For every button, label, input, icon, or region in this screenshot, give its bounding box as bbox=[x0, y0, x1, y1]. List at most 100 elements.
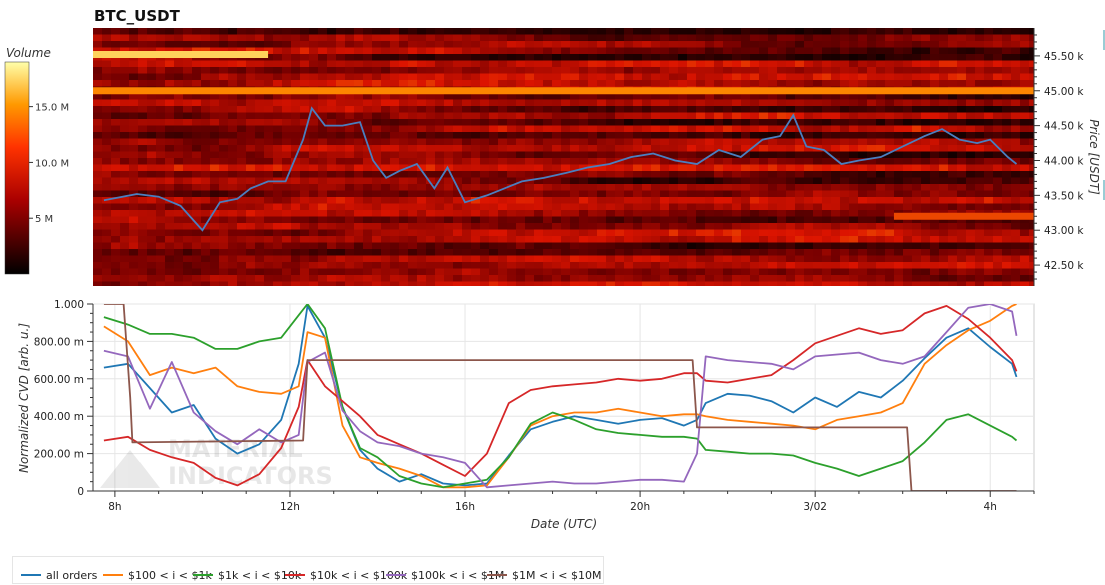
heatmap-cell bbox=[723, 197, 733, 204]
heatmap-cell bbox=[570, 73, 580, 81]
heatmap-cell bbox=[354, 184, 364, 191]
heatmap-cell bbox=[489, 223, 499, 230]
legend-item-r1m_10m[interactable]: $1M < i < $10M bbox=[487, 567, 601, 583]
heatmap-cell bbox=[192, 47, 202, 55]
heatmap-cell bbox=[723, 190, 733, 198]
heatmap-cell bbox=[1029, 132, 1034, 139]
heatmap-cell bbox=[489, 138, 499, 146]
heatmap-cell bbox=[435, 242, 445, 250]
heatmap-cell bbox=[264, 34, 274, 42]
heatmap-cell bbox=[138, 210, 148, 217]
heatmap-cell bbox=[453, 145, 463, 152]
heatmap-cell bbox=[129, 80, 139, 87]
heatmap-cell bbox=[534, 236, 544, 243]
heatmap-cell bbox=[354, 275, 364, 282]
heatmap-cell bbox=[705, 54, 715, 61]
heatmap-cell bbox=[282, 229, 292, 237]
heatmap-cell bbox=[336, 106, 346, 113]
heatmap-cell bbox=[534, 210, 544, 217]
heatmap-cell bbox=[165, 125, 175, 133]
heatmap-cell bbox=[777, 47, 787, 55]
heatmap-cell bbox=[588, 262, 598, 269]
heatmap-cell bbox=[552, 67, 562, 74]
heatmap-cell bbox=[516, 255, 526, 263]
heatmap-cell bbox=[1029, 80, 1034, 87]
heatmap-cell bbox=[102, 60, 112, 68]
heatmap-cell bbox=[273, 138, 283, 146]
legend: all orders $100 < i < $1k $1k < i < $10k $1… bbox=[12, 556, 604, 584]
heatmap-cell bbox=[975, 119, 985, 126]
heatmap-cell bbox=[318, 242, 328, 250]
heatmap-cell bbox=[561, 119, 571, 126]
heatmap-cell bbox=[651, 41, 661, 48]
heatmap-cell bbox=[246, 125, 256, 133]
legend-item-r1k_10k[interactable]: $1k < i < $10k bbox=[193, 567, 301, 583]
heatmap-cell bbox=[867, 275, 877, 282]
legend-item-all_orders[interactable]: all orders bbox=[21, 567, 97, 583]
heatmap-band bbox=[93, 87, 1034, 95]
heatmap-cell bbox=[579, 47, 589, 55]
heatmap-cell bbox=[525, 216, 535, 224]
heatmap-cell bbox=[525, 249, 535, 256]
heatmap-cell bbox=[255, 164, 265, 172]
heatmap-cell bbox=[201, 106, 211, 113]
heatmap-cell bbox=[561, 41, 571, 48]
heatmap-cell bbox=[390, 28, 400, 35]
heatmap-cell bbox=[282, 216, 292, 224]
heatmap-cell bbox=[615, 281, 625, 286]
heatmap-cell bbox=[435, 125, 445, 133]
heatmap-cell bbox=[543, 242, 553, 250]
legend-item-r10k_100k[interactable]: $10k < i < $100k bbox=[285, 567, 407, 583]
heatmap-cell bbox=[102, 236, 112, 243]
heatmap-cell bbox=[363, 93, 373, 100]
heatmap-cell bbox=[489, 171, 499, 178]
heatmap-cell bbox=[678, 112, 688, 120]
heatmap-cell bbox=[642, 210, 652, 217]
heatmap-cell bbox=[129, 249, 139, 256]
heatmap-cell bbox=[813, 125, 823, 133]
heatmap-cell bbox=[660, 197, 670, 204]
heatmap-cell bbox=[885, 210, 895, 217]
heatmap-cell bbox=[921, 80, 931, 87]
heatmap-cell bbox=[291, 41, 301, 48]
heatmap-cell bbox=[822, 223, 832, 230]
heatmap-cell bbox=[903, 158, 913, 165]
heatmap-cell bbox=[552, 197, 562, 204]
heatmap-cell bbox=[273, 73, 283, 81]
heatmap-cell bbox=[435, 275, 445, 282]
heatmap-cell bbox=[795, 164, 805, 172]
heatmap-cell bbox=[354, 93, 364, 100]
heatmap-cell bbox=[210, 151, 220, 159]
heatmap-cell bbox=[237, 151, 247, 159]
heatmap-cell bbox=[1011, 112, 1021, 120]
heatmap-cell bbox=[804, 73, 814, 81]
heatmap-cell bbox=[813, 138, 823, 146]
heatmap-cell bbox=[399, 171, 409, 178]
heatmap-cell bbox=[534, 93, 544, 100]
heatmap-cell bbox=[732, 262, 742, 269]
heatmap-cell bbox=[282, 197, 292, 204]
heatmap-cell bbox=[660, 171, 670, 178]
heatmap-cell bbox=[804, 255, 814, 263]
heatmap-cell bbox=[93, 268, 103, 276]
heatmap-cell bbox=[363, 119, 373, 126]
heatmap-cell bbox=[453, 41, 463, 48]
legend-item-r100k_1m[interactable]: $100k < i < $1M bbox=[386, 567, 504, 583]
legend-item-r100_1k[interactable]: $100 < i < $1k bbox=[103, 567, 212, 583]
heatmap-cell bbox=[867, 125, 877, 133]
heatmap-cell bbox=[138, 268, 148, 276]
heatmap-cell bbox=[867, 80, 877, 87]
heatmap-cell bbox=[129, 138, 139, 146]
heatmap-cell bbox=[399, 93, 409, 100]
heatmap-cell bbox=[300, 281, 310, 286]
heatmap-cell bbox=[453, 67, 463, 74]
heatmap-cell bbox=[192, 203, 202, 211]
heatmap-cell bbox=[372, 54, 382, 61]
heatmap-cell bbox=[804, 151, 814, 159]
heatmap-cell bbox=[975, 54, 985, 61]
heatmap-cell bbox=[228, 132, 238, 139]
heatmap-cell bbox=[867, 145, 877, 152]
heatmap-cell bbox=[1029, 54, 1034, 61]
heatmap-cell bbox=[1002, 184, 1012, 191]
heatmap-cell bbox=[912, 281, 922, 286]
